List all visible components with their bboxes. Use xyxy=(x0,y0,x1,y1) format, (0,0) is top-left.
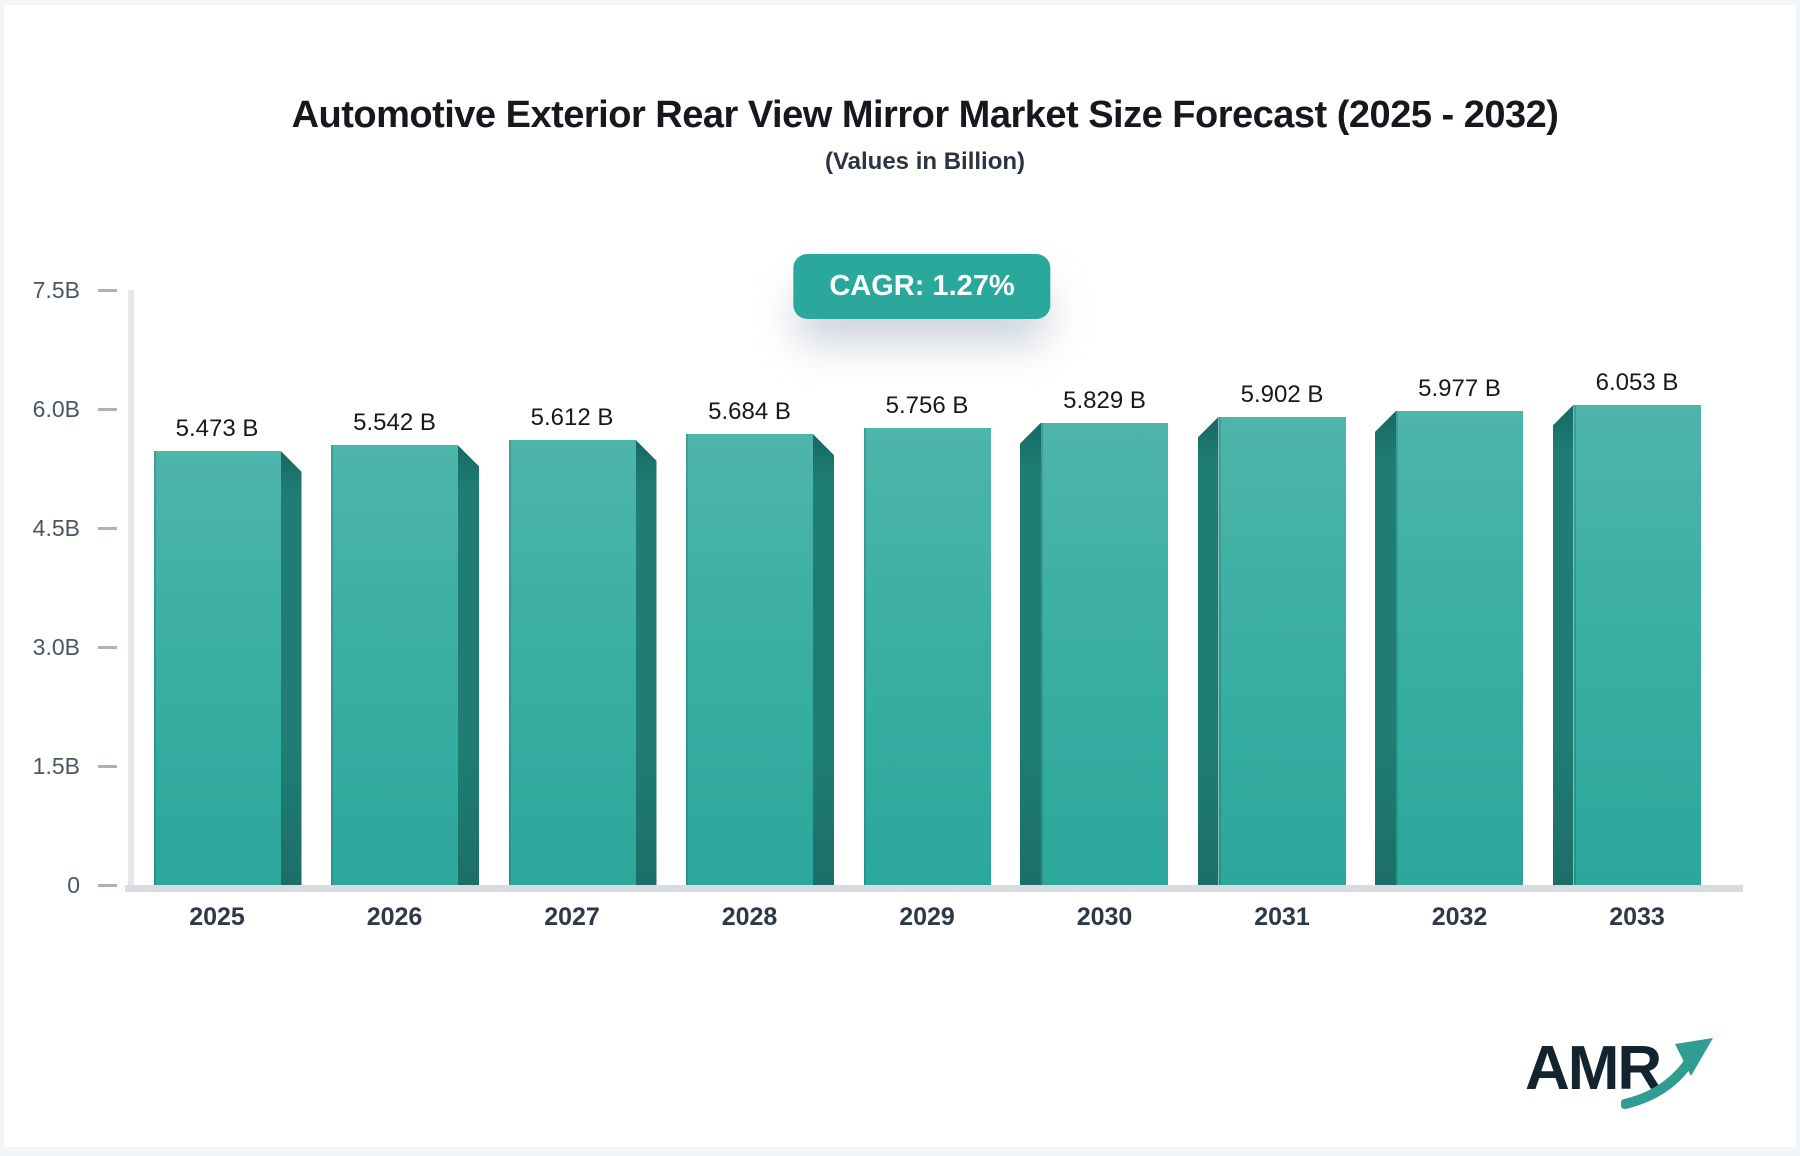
chart-title: Automotive Exterior Rear View Mirror Mar… xyxy=(291,94,1559,136)
chart-subtitle: (Values in Billion) xyxy=(824,148,1026,175)
bar-2027 xyxy=(508,439,636,885)
y-axis-tick-label: 7.5B xyxy=(32,277,80,303)
x-axis-tick-label: 2027 xyxy=(544,903,600,931)
x-axis-tick-label: 2028 xyxy=(721,903,778,931)
y-axis-line xyxy=(128,290,134,892)
trend-up-arrow-icon xyxy=(1621,1038,1713,1109)
bar-side-2030 xyxy=(1020,422,1041,885)
x-axis-tick-label: 2025 xyxy=(189,903,245,931)
x-axis-line xyxy=(125,885,1743,892)
amr-logo-text: AMR xyxy=(1525,1034,1662,1103)
amr-logo: AMR xyxy=(1525,1030,1713,1115)
bar-2030 xyxy=(1041,422,1168,885)
bar-2033 xyxy=(1573,404,1701,885)
bar-side-2027 xyxy=(635,439,657,885)
y-axis-tick-label: 4.5B xyxy=(32,515,80,541)
x-axis-tick-label: 2030 xyxy=(1076,903,1133,931)
bar-value-label: 5.756 B xyxy=(885,392,969,420)
bar-value-label: 6.053 B xyxy=(1595,368,1679,396)
cagr-badge: CAGR: 1.27% xyxy=(793,254,1051,319)
y-axis-tick-mark xyxy=(98,289,117,292)
bar-value-label: 5.473 B xyxy=(175,414,259,442)
bar-side-2026 xyxy=(458,445,479,885)
bar-side-2031 xyxy=(1197,416,1219,885)
bar-2028 xyxy=(686,434,813,885)
bar-2032 xyxy=(1396,410,1523,885)
bar-side-2025 xyxy=(280,450,302,885)
bar-side-2032 xyxy=(1375,410,1396,885)
x-axis-tick-label: 2033 xyxy=(1609,903,1665,931)
cagr-badge-label: CAGR: 1.27% xyxy=(829,270,1015,302)
bar-value-label: 5.977 B xyxy=(1418,374,1501,402)
bar-2025 xyxy=(153,450,281,885)
bar-value-label: 5.902 B xyxy=(1240,380,1324,408)
bar-value-label: 5.542 B xyxy=(353,409,436,437)
y-axis-tick-mark xyxy=(98,884,117,887)
bar-value-label: 5.612 B xyxy=(530,403,614,431)
bar-value-label: 5.829 B xyxy=(1063,386,1146,414)
x-axis-tick-label: 2026 xyxy=(366,903,423,931)
bar-side-2028 xyxy=(813,434,834,885)
y-axis-tick-label: 3.0B xyxy=(32,634,80,660)
y-axis-tick-label: 1.5B xyxy=(32,753,80,779)
x-axis-tick-label: 2032 xyxy=(1431,903,1488,931)
x-axis-tick-label: 2029 xyxy=(899,903,955,931)
bar-value-label: 5.684 B xyxy=(708,398,791,426)
bar-side-2033 xyxy=(1552,404,1574,885)
bar-2026 xyxy=(331,445,458,885)
y-axis-tick-mark xyxy=(98,646,117,649)
y-axis-tick-mark xyxy=(98,527,117,530)
y-axis-tick-label: 6.0B xyxy=(32,396,80,422)
y-axis-tick-label: 0 xyxy=(67,872,80,898)
y-axis-tick-mark xyxy=(98,765,117,768)
bar-2029 xyxy=(863,428,991,885)
y-axis-tick-mark xyxy=(98,408,117,411)
x-axis-tick-label: 2031 xyxy=(1254,903,1310,931)
bar-2031 xyxy=(1218,416,1346,885)
